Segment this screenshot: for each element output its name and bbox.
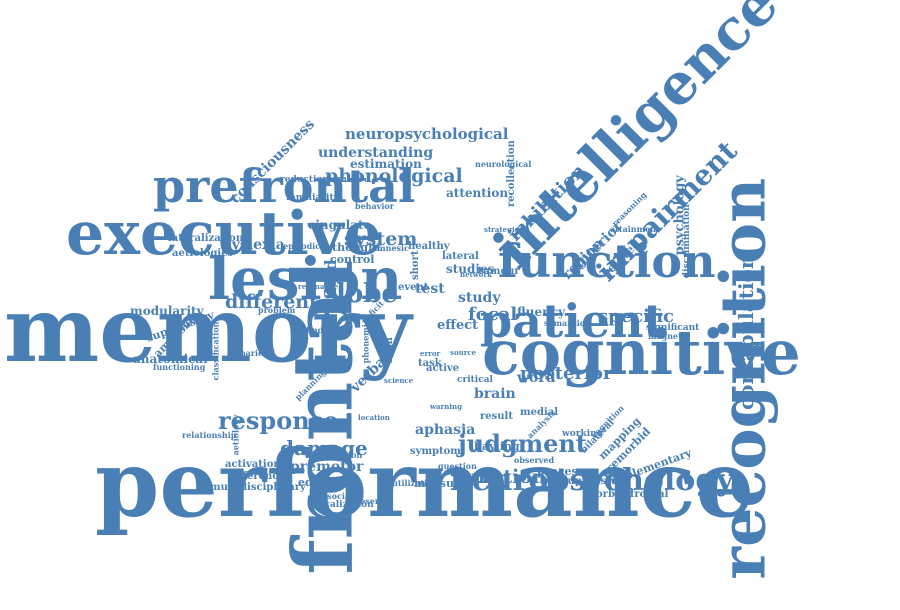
cloud-word-detection: detection <box>320 449 363 460</box>
cloud-word-observed: observed <box>514 454 555 465</box>
cloud-word-task: task <box>418 358 442 369</box>
cloud-word-lobe: lobe <box>336 279 398 310</box>
cloud-word-system: system <box>344 227 418 250</box>
cloud-word-source: source <box>450 348 477 358</box>
cloud-word-semantic: semantic <box>544 317 585 328</box>
cloud-word-phonemic: phonemic <box>360 318 371 363</box>
cloud-word-control: control <box>330 253 375 267</box>
cloud-word-network: network <box>460 270 493 280</box>
cloud-word-executive: executive <box>66 199 382 269</box>
cloud-word-word: word <box>517 369 556 386</box>
cloud-word-orbitofrontal: orbitofrontal <box>596 489 669 500</box>
cloud-word-lateralization: lateralization <box>168 233 244 244</box>
cloud-word-patient: patient <box>480 294 665 349</box>
cloud-word-phonological: phonological <box>325 164 463 187</box>
cloud-word-functioning: functioning <box>153 361 206 372</box>
cloud-word-posterior: posterior <box>520 362 613 384</box>
cloud-word-specific: specific <box>598 305 675 327</box>
cloud-word-effect: effect <box>437 317 479 333</box>
cloud-word-prefrontal: prefrontal <box>153 159 416 214</box>
cloud-word-question: question <box>438 460 477 471</box>
cloud-word-healthy: healthy <box>408 241 450 252</box>
cloud-word-attention: attention <box>446 186 509 201</box>
cloud-word-parietal: parietal <box>240 347 276 358</box>
cloud-word-hayling: hayling <box>474 440 520 454</box>
cloud-word-resonance: resonance <box>298 282 339 292</box>
cloud-word-function: function <box>498 234 716 289</box>
cloud-word-measure: measure <box>414 477 467 491</box>
cloud-word-activation: activation <box>225 459 281 470</box>
cloud-word-localization: localization <box>315 499 374 510</box>
cloud-word-difference: difference <box>228 471 285 482</box>
cloud-word-studies: studies <box>446 262 495 277</box>
cloud-word-response: response <box>218 405 339 435</box>
cloud-word-discrimination: discrimination <box>681 204 692 278</box>
cloud-word-thought: thought <box>332 241 382 255</box>
cloud-word-confabulation: confabulation <box>734 254 758 410</box>
cloud-word-reserve: reserve <box>356 495 389 506</box>
cloud-word-judgment: judgment <box>458 428 587 458</box>
cloud-word-tumour: tumour <box>478 266 520 277</box>
cloud-word-multidisciplinary: multidisciplinary <box>210 482 306 493</box>
cloud-word-anatomical: anatomical <box>133 352 208 367</box>
cloud-word-brain: brain <box>474 385 516 402</box>
cloud-word-active: active <box>426 363 460 374</box>
cloud-word-premotor: premotor <box>290 458 364 475</box>
cloud-word-working: working <box>562 428 603 439</box>
cloud-word-fluency: fluency <box>517 305 566 320</box>
cloud-word-warning: warning <box>430 402 462 412</box>
cloud-word-modularity: modularity <box>130 304 204 319</box>
cloud-word-recollection: recollection <box>506 140 517 207</box>
cloud-word-test: test <box>415 280 445 297</box>
cloud-word-location: location <box>358 413 390 423</box>
cloud-word-lateral: lateral <box>442 251 479 262</box>
cloud-word-familiarity: familiarity <box>286 192 339 203</box>
cloud-word-symptom: symptom <box>410 446 461 457</box>
cloud-word-performance: performance <box>95 430 755 539</box>
cloud-word-problem: problem <box>258 304 296 315</box>
cloud-word-critical: critical <box>457 374 493 385</box>
cloud-word-classification: classification <box>210 321 221 380</box>
cloud-word-processes: processes <box>537 465 598 479</box>
cloud-word-amnesic: amnesic <box>372 242 409 253</box>
cloud-word-lesion: lesion <box>208 244 403 313</box>
cloud-word-attainment: attainment <box>610 223 660 234</box>
cloud-word-significant: significant <box>646 322 700 333</box>
cloud-word-functional: functional <box>456 465 566 488</box>
cloud-word-aetiologies: aetiologies <box>172 248 234 259</box>
cloud-word-dissociable: dissociable <box>314 490 364 501</box>
cloud-word-medial: medial <box>520 407 559 418</box>
cloud-word-aphasia: aphasia <box>415 421 476 438</box>
cloud-word-relationship: relationship <box>182 429 237 440</box>
cloud-word-memory: memory <box>4 277 412 383</box>
cloud-word-focal: focal <box>468 303 518 325</box>
cloud-word-episodic: episodic <box>283 240 321 251</box>
cloud-word-strategies: strategies <box>484 225 524 235</box>
cloud-word-cognitive: cognitive <box>482 316 801 390</box>
cloud-word-short: short <box>410 250 421 280</box>
cloud-word-behavior: behavior <box>355 200 394 211</box>
cloud-word-reductionism: reductionism <box>280 174 347 185</box>
cloud-word-study: study <box>458 289 501 306</box>
cloud-word-neuropsychology: neuropsychology <box>450 463 734 498</box>
cloud-word-term: term <box>384 337 395 364</box>
cloud-word-education: education <box>298 476 360 490</box>
cloud-word-result: result <box>480 411 513 422</box>
cloud-word-suppression: suppression <box>562 476 630 487</box>
cloud-word-neuropsychological: neuropsychological <box>345 125 509 143</box>
cloud-word-different: different <box>225 290 318 313</box>
cloud-word-science: science <box>384 376 414 386</box>
cloud-word-event: event <box>398 282 429 293</box>
cloud-word-cingulate: cingulate <box>308 218 372 233</box>
cloud-word-utilization: utilization <box>392 477 439 488</box>
cloud-word-dyslexia: dyslexia <box>222 236 285 253</box>
cloud-word-understanding: understanding <box>318 144 434 161</box>
cloud-word-finding: finding <box>306 324 338 335</box>
cloud-word-error: error <box>420 349 441 359</box>
cloud-word-damage: damage <box>280 436 368 460</box>
cloud-word-estimation: estimation <box>350 157 422 172</box>
cloud-word-magnetic: magnetic <box>648 330 690 341</box>
cloud-word-neurological: neurological <box>475 158 532 169</box>
